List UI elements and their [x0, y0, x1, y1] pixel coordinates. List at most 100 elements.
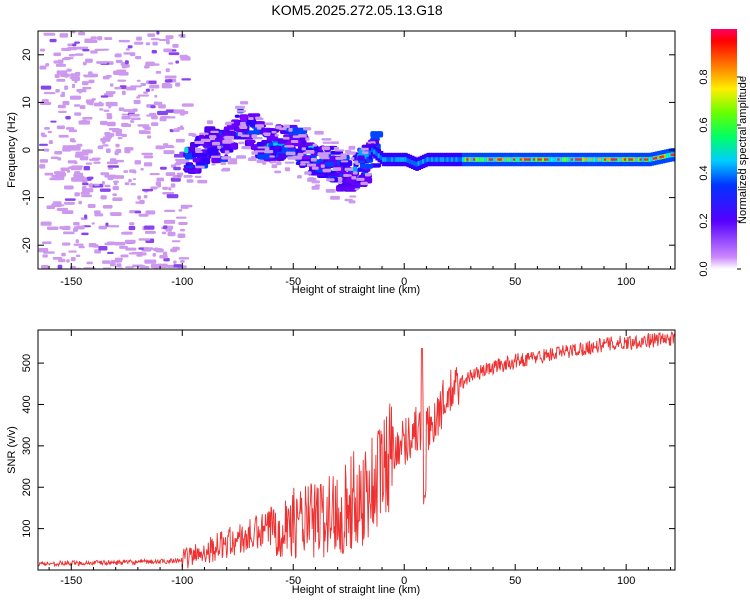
- spectrogram-speckle: [150, 186, 158, 190]
- spectrogram-band-core: [566, 157, 570, 162]
- spectrogram-speckle: [99, 188, 111, 192]
- spectrogram-speckle: [124, 182, 130, 186]
- colorbar-tick-label: 0.8: [698, 69, 710, 84]
- spectrogram-band-peak: [586, 158, 590, 161]
- spectrogram-band-core: [370, 147, 375, 153]
- spectrogram-speckle: [54, 175, 65, 181]
- spectrogram-speckle: [100, 172, 110, 176]
- spectrogram-band-core: [390, 157, 395, 162]
- spectrogram-band-core: [386, 157, 390, 162]
- spectrogram-speckle: [40, 132, 46, 137]
- spectrogram-halo: [311, 166, 319, 170]
- spectrogram-blob: [211, 157, 221, 164]
- spectrogram-speckle: [53, 52, 62, 57]
- spectrogram-speckle: [130, 182, 136, 186]
- spectrogram-speckle: [73, 161, 78, 165]
- spectrogram-band-core: [439, 157, 444, 162]
- spectrogram-halo: [292, 135, 301, 139]
- spectrogram-speckle: [123, 170, 129, 173]
- spectrogram-speckle: [177, 233, 186, 238]
- spectrogram-speckle: [99, 183, 103, 188]
- spectrogram-speckle: [61, 57, 71, 61]
- spectrogram-blob: [344, 186, 358, 192]
- spectrogram-speckle: [152, 253, 156, 257]
- spectrogram-speckle: [172, 43, 179, 48]
- spectrogram-speckle: [178, 209, 183, 212]
- spectrogram-band-peak: [539, 158, 544, 161]
- spectrogram-speckle: [109, 262, 116, 267]
- spectrogram-speckle: [145, 61, 155, 67]
- spectrogram-speckle: [57, 59, 64, 64]
- spectrogram-speckle: [79, 105, 86, 110]
- spectrogram-band-peak: [521, 158, 526, 161]
- spectrogram-speckle: [39, 164, 46, 169]
- spectrogram-speckle: [176, 172, 184, 176]
- spectrogram-band-core: [637, 157, 641, 162]
- spectrogram-speckle: [46, 205, 55, 210]
- spectrogram-speckle: [102, 144, 109, 147]
- spectrogram-speckle: [157, 247, 162, 252]
- spectrogram-halo: [320, 157, 330, 160]
- spectrogram-speckle: [57, 264, 63, 269]
- spectrogram-band-core: [417, 160, 422, 166]
- spectrogram-speckle: [164, 75, 177, 79]
- spectrogram-halo: [239, 126, 248, 130]
- spectrogram-speckle: [158, 146, 165, 150]
- spectrogram-band-core: [572, 157, 577, 162]
- spectrogram-band-core: [535, 157, 539, 162]
- spectrogram-speckle: [58, 110, 67, 114]
- spectrogram-speckle: [157, 110, 168, 116]
- spectrogram-halo: [335, 156, 344, 160]
- spectrogram-speckle: [110, 212, 122, 217]
- spectrogram-band-peak: [639, 158, 643, 161]
- spectrogram-speckle: [163, 143, 169, 147]
- spectrogram-speckle: [159, 166, 167, 170]
- spectrogram-band-peak: [661, 155, 666, 158]
- spectrogram-band-core: [481, 157, 486, 162]
- spectrogram-speckle: [103, 109, 110, 112]
- snr-ytick-label: 400: [21, 395, 33, 413]
- spectrogram-halo: [252, 137, 263, 140]
- spectrogram-speckle: [166, 264, 176, 268]
- spectrogram-halo: [284, 145, 295, 148]
- spectrogram-halo: [220, 161, 227, 165]
- spectrogram-band-core: [650, 156, 655, 162]
- spectrogram-blob: [331, 155, 336, 161]
- spectrogram-speckle: [138, 213, 149, 217]
- spectrogram-speckle: [54, 171, 66, 175]
- spectrogram-band-core: [515, 157, 519, 162]
- spectrogram-speckle: [63, 201, 75, 205]
- spectrogram-band-core: [550, 157, 555, 162]
- spectrogram-speckle: [121, 133, 127, 138]
- spectrogram-speckle: [143, 194, 148, 199]
- spectrogram-halo: [225, 122, 232, 126]
- spectrogram-speckle: [138, 130, 147, 134]
- spectrogram-band-core: [461, 157, 466, 162]
- spectrogram-band-core: [459, 157, 464, 162]
- spectrogram-speckle: [165, 228, 172, 232]
- spectrogram-speckle: [168, 52, 180, 56]
- spectrogram-band-peak: [603, 158, 608, 161]
- spectrogram-halo: [325, 188, 336, 193]
- spectrogram-speckle: [135, 201, 143, 204]
- spectrogram-speckle: [105, 148, 111, 153]
- spectrogram-band-peak: [524, 158, 528, 161]
- spectrogram-speckle: [71, 165, 84, 168]
- spectrogram-speckle: [67, 43, 73, 47]
- spectrogram-band-core: [397, 157, 402, 162]
- spectrogram-halo: [284, 161, 295, 164]
- spectrogram-speckle: [147, 33, 156, 37]
- spectrogram-speckle: [74, 71, 81, 76]
- spectrogram-ytick-label: -10: [21, 190, 33, 206]
- spectrogram-speckle: [50, 120, 57, 123]
- spectrogram-speckle: [149, 84, 160, 89]
- spectrogram-halo: [241, 146, 251, 150]
- spectrogram-speckle: [156, 31, 160, 35]
- spectrogram-speckle: [38, 247, 49, 253]
- spectrogram-speckle: [125, 239, 136, 244]
- spectrogram-xtick-label: -50: [285, 276, 301, 288]
- spectrogram-band-core: [379, 155, 384, 160]
- spectrogram-ytick-label: -20: [21, 237, 33, 253]
- snr-xlabel: Height of straight line (km): [292, 584, 420, 596]
- spectrogram-band-core: [399, 157, 404, 162]
